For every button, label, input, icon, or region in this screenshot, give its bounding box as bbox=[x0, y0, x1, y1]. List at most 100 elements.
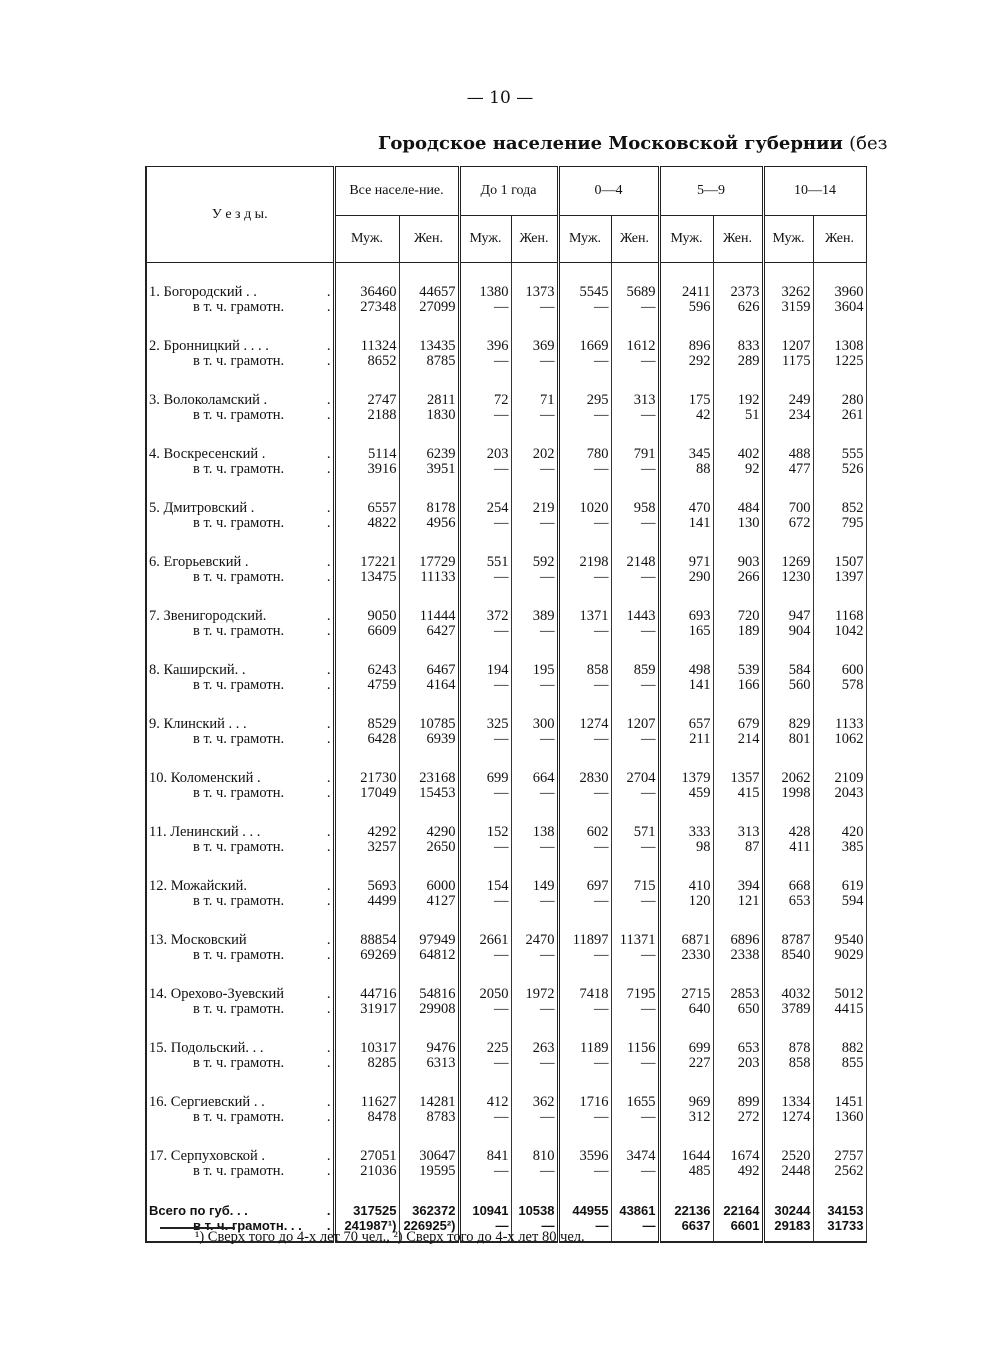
total-value: 225 bbox=[486, 1040, 509, 1056]
total-value: 317525 bbox=[353, 1203, 397, 1218]
total-value: 6000 bbox=[426, 878, 456, 894]
total-value: 2148 bbox=[626, 554, 656, 570]
total-value: 30244 bbox=[774, 1203, 811, 1218]
total-value: 6871 bbox=[681, 932, 711, 948]
literate-value: 3159 bbox=[781, 299, 811, 315]
literate-value: — bbox=[595, 1218, 609, 1233]
total-value: 1674 bbox=[730, 1148, 760, 1164]
literate-value: — bbox=[594, 1109, 609, 1125]
value-cell: 1972— bbox=[511, 987, 559, 1041]
value-cell: 369— bbox=[511, 339, 559, 393]
literate-label: в т. ч. грамотн.. bbox=[193, 731, 331, 747]
total-value: 13435 bbox=[419, 338, 456, 354]
total-value: 27051 bbox=[360, 1148, 397, 1164]
total-value: 192 bbox=[737, 392, 760, 408]
total-value: 699 bbox=[486, 770, 509, 786]
value-cell: 699— bbox=[457, 770, 512, 825]
total-value: 10785 bbox=[419, 716, 456, 732]
value-cell: 878 858 bbox=[761, 1041, 814, 1095]
literate-value: 227 bbox=[688, 1055, 711, 1071]
literate-value: — bbox=[641, 1109, 656, 1125]
total-value: 254 bbox=[486, 500, 509, 516]
literate-value: 3604 bbox=[834, 299, 864, 315]
literate-value: — bbox=[540, 407, 555, 423]
literate-value: 29183 bbox=[774, 1218, 811, 1233]
value-cell: 1379 459 bbox=[657, 771, 714, 825]
literate-value: — bbox=[540, 677, 555, 693]
literate-value: 166 bbox=[737, 677, 760, 693]
total-value: 470 bbox=[688, 500, 711, 516]
value-cell: 1716— bbox=[556, 1095, 612, 1149]
total-value: 896 bbox=[688, 338, 711, 354]
value-cell: 11324 8652 bbox=[332, 339, 400, 393]
value-cell: 664— bbox=[511, 771, 559, 825]
total-value: 154 bbox=[486, 878, 509, 894]
literate-label: в т. ч. грамотн.. bbox=[193, 569, 331, 585]
total-value: 345 bbox=[688, 446, 711, 462]
total-value: 810 bbox=[532, 1148, 555, 1164]
district-row: 5. Дмитровский ..в т. ч. грамотн.. 6557 48… bbox=[145, 500, 867, 555]
value-cell: 2373 626 bbox=[713, 285, 764, 339]
value-cell: 1308 1225 bbox=[813, 339, 867, 393]
total-value: 88854 bbox=[360, 932, 397, 948]
literate-value: 2448 bbox=[781, 1163, 811, 1179]
literate-value: — bbox=[541, 1218, 555, 1233]
total-value: 194 bbox=[486, 662, 509, 678]
total-value: 2757 bbox=[834, 1148, 864, 1164]
literate-value: 141 bbox=[688, 515, 711, 531]
total-value: 17221 bbox=[360, 554, 397, 570]
value-cell: 194— bbox=[457, 662, 512, 717]
literate-value: 214 bbox=[737, 731, 760, 747]
literate-value: 290 bbox=[688, 569, 711, 585]
value-cell: 858— bbox=[556, 663, 612, 717]
total-value: 2198 bbox=[579, 554, 609, 570]
footnote-rule bbox=[160, 1227, 235, 1229]
literate-value: — bbox=[540, 569, 555, 585]
district-name: 17. Серпуховской .. bbox=[149, 1148, 331, 1164]
total-value: 410 bbox=[688, 878, 711, 894]
value-cell: 1020— bbox=[556, 501, 612, 555]
value-cell: 2757 2562 bbox=[813, 1148, 867, 1203]
total-value: 5545 bbox=[579, 284, 609, 300]
total-value: 43861 bbox=[619, 1203, 656, 1218]
literate-value: — bbox=[540, 731, 555, 747]
value-cell: 396— bbox=[457, 339, 512, 393]
value-cell: 3960 3604 bbox=[813, 285, 867, 339]
total-value: 9476 bbox=[426, 1040, 456, 1056]
literate-label: в т. ч. грамотн.. bbox=[193, 1109, 331, 1125]
literate-value: 415 bbox=[737, 785, 760, 801]
literate-value: 51 bbox=[745, 407, 760, 423]
value-cell: 6467 4164 bbox=[399, 663, 460, 717]
total-value: 219 bbox=[532, 500, 555, 516]
total-value: 21730 bbox=[360, 770, 397, 786]
literate-value: 130 bbox=[737, 515, 760, 531]
district-name: 16. Сергиевский . .. bbox=[149, 1094, 331, 1110]
value-cell: 34153 31733 bbox=[813, 1203, 867, 1243]
value-cell: 8787 8540 bbox=[761, 933, 814, 987]
value-cell: 154— bbox=[457, 878, 512, 933]
literate-label: в т. ч. грамотн.. bbox=[193, 1001, 331, 1017]
title-continuation: (без bbox=[849, 133, 888, 154]
literate-value: — bbox=[594, 731, 609, 747]
literate-value: — bbox=[594, 1001, 609, 1017]
value-cell: 11444 6427 bbox=[399, 609, 460, 663]
literate-label: в т. ч. грамотн.. bbox=[193, 785, 331, 801]
value-cell: 11627 8478 bbox=[332, 1095, 400, 1149]
literate-value: 13475 bbox=[360, 569, 397, 585]
total-value: 780 bbox=[586, 446, 609, 462]
literate-value: 560 bbox=[788, 677, 811, 693]
total-value: 903 bbox=[737, 554, 760, 570]
value-cell: 372— bbox=[457, 609, 512, 663]
literate-value: — bbox=[494, 353, 509, 369]
literate-value: — bbox=[641, 1163, 656, 1179]
literate-value: 596 bbox=[688, 299, 711, 315]
total-value: 23168 bbox=[419, 770, 456, 786]
group-header-under1: До 1 года bbox=[457, 166, 559, 216]
total-value: 22164 bbox=[723, 1203, 760, 1218]
literate-value: 795 bbox=[841, 515, 864, 531]
literate-value: 141 bbox=[688, 677, 711, 693]
value-cell: 903 266 bbox=[713, 554, 764, 609]
literate-value: 2650 bbox=[426, 839, 456, 855]
literate-value: 4759 bbox=[367, 677, 397, 693]
literate-value: 2338 bbox=[730, 947, 760, 963]
